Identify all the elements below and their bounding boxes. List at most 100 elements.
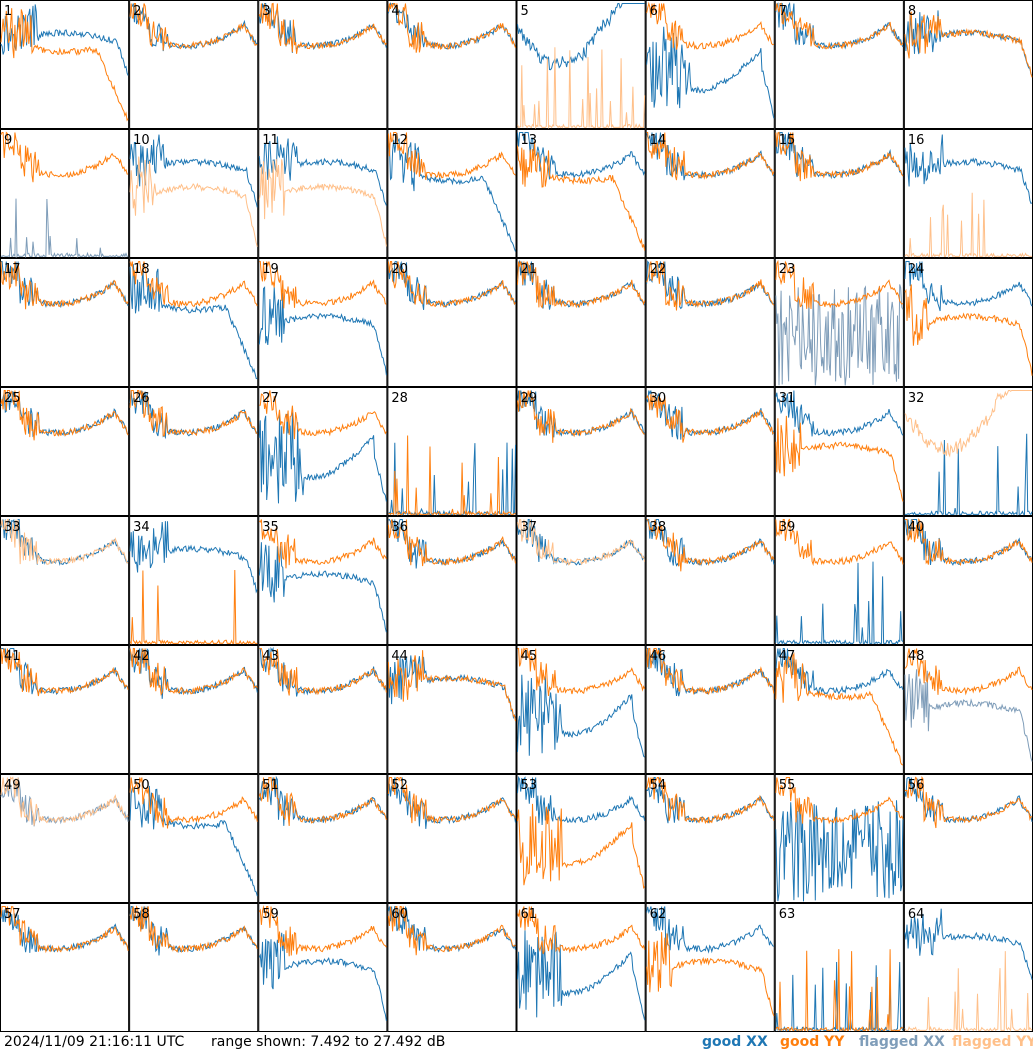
series-yy-42 (129, 648, 258, 696)
panel-17: 17 (0, 258, 130, 387)
series-xx-27 (258, 412, 387, 504)
panel-label: 42 (133, 649, 150, 664)
panel-55: 55 (774, 774, 904, 903)
series-yy-63 (775, 949, 904, 1032)
panel-label: 41 (4, 649, 21, 664)
series-xx-6 (646, 26, 775, 119)
series-xx-11 (258, 136, 387, 206)
series-xx-62 (646, 906, 775, 954)
panel-frame (258, 774, 388, 903)
panel-4: 4 (387, 0, 517, 129)
series-xx-53 (517, 775, 646, 826)
panel-label: 57 (4, 907, 21, 922)
series-yy-50 (129, 777, 258, 829)
series-yy-17 (0, 261, 129, 310)
panel-frame (774, 258, 904, 387)
panel-label: 30 (650, 391, 667, 406)
panel-frame (903, 129, 1033, 258)
series-xx-55 (775, 800, 904, 902)
panel-label: 60 (391, 907, 408, 922)
series-xx-52 (387, 777, 516, 829)
panel-label: 50 (133, 778, 150, 793)
panel-label: 1 (4, 4, 12, 19)
panel-36: 36 (387, 516, 517, 645)
series-yy-12 (387, 132, 516, 180)
panel-47: 47 (774, 645, 904, 774)
panel-label: 59 (262, 907, 279, 922)
panel-6: 6 (645, 0, 775, 129)
series-yy-32 (904, 390, 1032, 458)
panel-21: 21 (516, 258, 646, 387)
panel-52: 52 (387, 774, 517, 903)
panel-frame (387, 258, 517, 387)
series-yy-62 (646, 932, 775, 1017)
series-xx-16 (904, 134, 1033, 204)
panel-label: 32 (908, 391, 925, 406)
series-xx-5 (517, 3, 645, 71)
panel-label: 19 (262, 262, 279, 277)
series-yy-48 (904, 648, 1033, 696)
panel-label: 58 (133, 907, 150, 922)
panel-label: 28 (391, 391, 408, 406)
panel-frame (129, 645, 259, 774)
panel-frame (387, 129, 517, 258)
series-yy-9 (0, 131, 129, 183)
series-yy-33 (0, 519, 129, 565)
panel-frame (387, 516, 517, 645)
panel-label: 36 (391, 520, 408, 535)
series-yy-8 (904, 11, 1033, 78)
panel-label: 47 (779, 649, 796, 664)
panel-frame (645, 129, 775, 258)
series-yy-51 (258, 776, 387, 826)
series-yy-21 (517, 261, 646, 309)
panel-61: 61 (516, 903, 646, 1032)
panel-label: 53 (521, 778, 538, 793)
series-yy-19 (259, 261, 387, 309)
series-yy-56 (904, 776, 1033, 829)
panel-frame (516, 387, 646, 516)
panel-frame (774, 645, 904, 774)
panel-frame (387, 645, 517, 774)
series-yy-60 (387, 906, 516, 956)
panel-label: 7 (779, 4, 787, 19)
panel-frame (516, 516, 646, 645)
panel-label: 56 (908, 778, 925, 793)
panel-18: 18 (129, 258, 259, 387)
timestamp: 2024/11/09 21:16:11 UTC (4, 1034, 185, 1050)
series-xx-59 (258, 932, 387, 1021)
legend-good-xx: good XX (702, 1034, 768, 1050)
panel-37: 37 (516, 516, 646, 645)
panel-48: 48 (903, 645, 1033, 774)
panel-label: 43 (262, 649, 279, 664)
series-yy-1 (0, 8, 129, 122)
panel-35: 35 (258, 516, 388, 645)
panel-39: 39 (774, 516, 904, 645)
panel-label: 13 (521, 133, 538, 148)
series-xx-31 (775, 390, 904, 437)
panel-label: 15 (779, 133, 796, 148)
panel-label: 23 (779, 262, 796, 277)
panel-44: 44 (387, 645, 517, 774)
panel-frame (258, 903, 388, 1032)
series-xx-61 (517, 930, 646, 1021)
series-yy-35 (258, 519, 387, 569)
panel-frame (645, 387, 775, 516)
panel-label: 35 (262, 520, 279, 535)
series-yy-57 (0, 905, 129, 954)
panel-label: 39 (779, 520, 796, 535)
panel-frame (258, 645, 388, 774)
panel-24: 24 (903, 258, 1033, 387)
panel-frame (129, 129, 259, 258)
panel-frame (645, 258, 775, 387)
series-yy-47 (775, 652, 904, 766)
panel-frame (129, 516, 259, 645)
panel-5: 5 (516, 0, 646, 130)
series-yy-7 (775, 2, 904, 50)
series-yy-46 (646, 648, 775, 696)
series-xx-48 (904, 669, 1033, 762)
series-yy-37 (517, 519, 646, 566)
panel-16: 16 (903, 129, 1033, 259)
series-xx-39 (775, 561, 904, 645)
panel-8: 8 (903, 0, 1033, 129)
